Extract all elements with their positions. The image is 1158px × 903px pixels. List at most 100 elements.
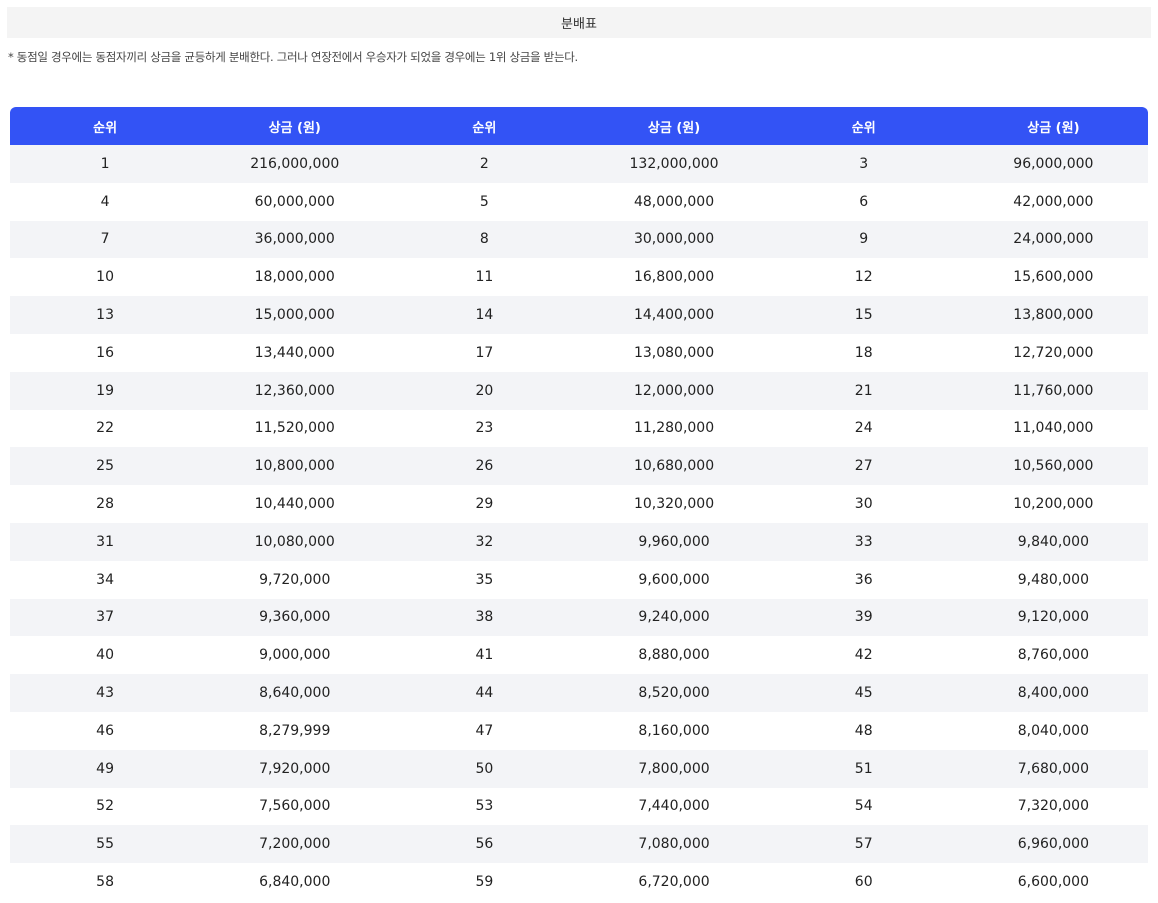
- prize-cell: 132,000,000: [579, 145, 769, 183]
- rank-cell: 38: [389, 598, 580, 637]
- rank-cell: 43: [10, 674, 201, 712]
- rank-cell: 3: [768, 145, 959, 183]
- prize-cell: 10,320,000: [579, 485, 769, 523]
- prize-cell: 13,440,000: [200, 333, 390, 372]
- rank-cell: 15: [768, 296, 959, 334]
- prize-cell: 11,040,000: [958, 409, 1148, 448]
- rank-cell: 59: [389, 863, 580, 901]
- prize-cell: 9,240,000: [579, 598, 769, 637]
- prize-cell: 10,560,000: [958, 447, 1148, 486]
- table-row: 16 13,440,000 17 13,080,000 18 12,720,000: [10, 333, 1148, 372]
- prize-cell: 13,800,000: [958, 296, 1148, 334]
- prize-cell: 36,000,000: [200, 220, 390, 259]
- prize-cell: 18,000,000: [200, 258, 390, 297]
- prize-distribution-table: 순위 상금 (원) 순위 상금 (원) 순위 상금 (원) 1 216,000,000 2 13…: [10, 107, 1148, 901]
- prize-cell: 7,920,000: [200, 749, 390, 788]
- prize-cell: 7,080,000: [579, 825, 769, 864]
- table-row: 4 60,000,000 5 48,000,000 6 42,000,000: [10, 182, 1148, 221]
- prize-cell: 9,480,000: [958, 560, 1148, 599]
- table-body: 1 216,000,000 2 132,000,000 3 96,000,000 4 60,0…: [10, 145, 1148, 901]
- rank-cell: 18: [768, 333, 959, 372]
- rank-cell: 9: [768, 220, 959, 259]
- table-row: 40 9,000,000 41 8,880,000 42 8,760,000: [10, 636, 1148, 675]
- prize-cell: 14,400,000: [579, 296, 769, 334]
- rank-cell: 7: [10, 220, 201, 259]
- table-row: 25 10,800,000 26 10,680,000 27 10,560,000: [10, 447, 1148, 486]
- table-row: 43 8,640,000 44 8,520,000 45 8,400,000: [10, 674, 1148, 712]
- prize-table-container: 순위 상금 (원) 순위 상금 (원) 순위 상금 (원) 1 216,000,000 2 13…: [10, 107, 1148, 901]
- rank-cell: 8: [389, 220, 580, 259]
- prize-cell: 30,000,000: [579, 220, 769, 259]
- prize-cell: 6,600,000: [958, 863, 1148, 901]
- prize-cell: 9,720,000: [200, 560, 390, 599]
- rank-cell: 23: [389, 409, 580, 448]
- table-row: 46 8,279,999 47 8,160,000 48 8,040,000: [10, 711, 1148, 750]
- rank-cell: 60: [768, 863, 959, 901]
- prize-cell: 8,760,000: [958, 636, 1148, 675]
- prize-cell: 6,840,000: [200, 863, 390, 901]
- prize-cell: 11,760,000: [958, 371, 1148, 410]
- prize-cell: 8,520,000: [579, 674, 769, 712]
- rank-cell: 22: [10, 409, 201, 448]
- prize-cell: 10,800,000: [200, 447, 390, 486]
- rank-cell: 26: [389, 447, 580, 486]
- prize-cell: 60,000,000: [200, 182, 390, 221]
- prize-cell: 10,080,000: [200, 522, 390, 561]
- table-row: 37 9,360,000 38 9,240,000 39 9,120,000: [10, 598, 1148, 637]
- table-row: 1 216,000,000 2 132,000,000 3 96,000,000: [10, 145, 1148, 183]
- rank-cell: 56: [389, 825, 580, 864]
- rank-cell: 36: [768, 560, 959, 599]
- page-title-bar: 분배표: [7, 7, 1151, 38]
- rank-cell: 25: [10, 447, 201, 486]
- prize-cell: 8,880,000: [579, 636, 769, 675]
- rank-cell: 11: [389, 258, 580, 297]
- prize-cell: 9,600,000: [579, 560, 769, 599]
- header-row: 순위 상금 (원) 순위 상금 (원) 순위 상금 (원): [10, 107, 1148, 145]
- rank-cell: 52: [10, 787, 201, 826]
- table-row: 31 10,080,000 32 9,960,000 33 9,840,000: [10, 522, 1148, 561]
- prize-cell: 12,720,000: [958, 333, 1148, 372]
- rank-cell: 27: [768, 447, 959, 486]
- prize-cell: 7,320,000: [958, 787, 1148, 826]
- prize-cell: 8,040,000: [958, 711, 1148, 750]
- prize-cell: 12,000,000: [579, 371, 769, 410]
- prize-cell: 15,000,000: [200, 296, 390, 334]
- prize-cell: 16,800,000: [579, 258, 769, 297]
- rank-cell: 47: [389, 711, 580, 750]
- prize-cell: 9,120,000: [958, 598, 1148, 637]
- prize-cell: 9,360,000: [200, 598, 390, 637]
- prize-cell: 12,360,000: [200, 371, 390, 410]
- prize-cell: 24,000,000: [958, 220, 1148, 259]
- prize-cell: 7,440,000: [579, 787, 769, 826]
- rank-cell: 13: [10, 296, 201, 334]
- rank-cell: 29: [389, 485, 580, 523]
- prize-cell: 10,200,000: [958, 485, 1148, 523]
- rank-cell: 34: [10, 560, 201, 599]
- rank-cell: 17: [389, 333, 580, 372]
- rank-cell: 31: [10, 522, 201, 561]
- prize-cell: 13,080,000: [579, 333, 769, 372]
- prize-cell: 48,000,000: [579, 182, 769, 221]
- column-header-prize: 상금 (원): [958, 107, 1148, 145]
- column-header-rank: 순위: [389, 107, 580, 145]
- table-row: 55 7,200,000 56 7,080,000 57 6,960,000: [10, 825, 1148, 864]
- prize-cell: 10,680,000: [579, 447, 769, 486]
- prize-cell: 42,000,000: [958, 182, 1148, 221]
- column-header-rank: 순위: [768, 107, 959, 145]
- prize-cell: 7,680,000: [958, 749, 1148, 788]
- table-row: 34 9,720,000 35 9,600,000 36 9,480,000: [10, 560, 1148, 599]
- prize-cell: 9,000,000: [200, 636, 390, 675]
- rank-cell: 37: [10, 598, 201, 637]
- rank-cell: 41: [389, 636, 580, 675]
- rank-cell: 40: [10, 636, 201, 675]
- prize-cell: 9,960,000: [579, 522, 769, 561]
- rank-cell: 33: [768, 522, 959, 561]
- table-row: 28 10,440,000 29 10,320,000 30 10,200,000: [10, 485, 1148, 523]
- rank-cell: 12: [768, 258, 959, 297]
- rank-cell: 58: [10, 863, 201, 901]
- rank-cell: 14: [389, 296, 580, 334]
- table-row: 13 15,000,000 14 14,400,000 15 13,800,000: [10, 296, 1148, 334]
- prize-cell: 8,640,000: [200, 674, 390, 712]
- rank-cell: 53: [389, 787, 580, 826]
- rank-cell: 44: [389, 674, 580, 712]
